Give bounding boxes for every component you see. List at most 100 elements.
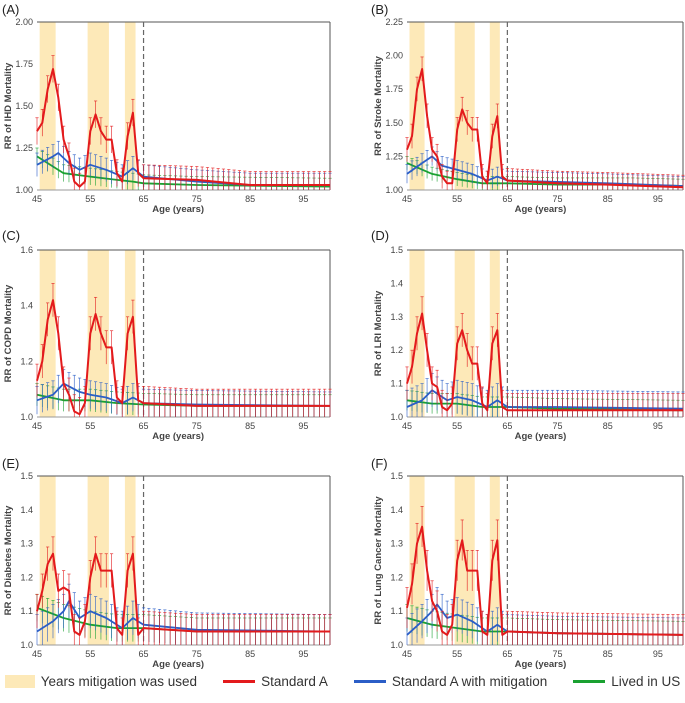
panel-label: (E) xyxy=(2,456,19,471)
x-tick-label: 65 xyxy=(502,649,512,659)
x-tick-label: 85 xyxy=(603,649,613,659)
legend-swatch-standard-a xyxy=(223,679,256,683)
x-tick-label: 95 xyxy=(298,421,308,431)
x-tick-label: 75 xyxy=(192,649,202,659)
x-tick-label: 45 xyxy=(402,194,412,204)
y-axis-title: RR of Stroke Mortality xyxy=(373,55,384,155)
series-line-standard-a xyxy=(406,68,684,189)
y-tick-label: 1.4 xyxy=(20,301,33,311)
series-line-standard-a-mitigation xyxy=(406,389,684,410)
panel-label: (C) xyxy=(2,228,20,243)
legend-label-lived-in-us: Lived in US xyxy=(611,673,681,689)
x-axis-title: Age (years) xyxy=(515,204,567,215)
legend-item-standard-a: Standard A xyxy=(223,674,328,689)
y-tick-label: 1.1 xyxy=(390,379,403,389)
y-tick-label: 1.5 xyxy=(390,245,403,255)
mitigation-band-1 xyxy=(409,22,425,190)
x-tick-label: 85 xyxy=(603,421,613,431)
chart-panel-3: (C) 1.0 1.2 1.4 1.6 45 55 65 75 85 95 Age (years) RR… xyxy=(2,228,332,442)
x-tick-label: 75 xyxy=(553,649,563,659)
y-tick-label: 1.1 xyxy=(20,606,33,616)
chart-panel-5: (E) 1.0 1.1 1.2 1.3 1.4 1.5 45 55 65 75 85 95 Age (ye… xyxy=(2,456,332,670)
x-tick-label: 95 xyxy=(653,194,663,204)
x-tick-label: 85 xyxy=(245,421,255,431)
y-tick-label: 1.5 xyxy=(390,471,403,481)
x-tick-label: 95 xyxy=(298,194,308,204)
y-tick-label: 1.5 xyxy=(20,471,33,481)
y-axis-title: RR of Diabetes Mortality xyxy=(3,505,14,616)
y-tick-label: 1.4 xyxy=(20,505,33,515)
y-tick-label: 1.75 xyxy=(15,59,33,69)
x-tick-label: 75 xyxy=(553,194,563,204)
x-tick-label: 65 xyxy=(502,194,512,204)
x-tick-label: 55 xyxy=(452,649,462,659)
mitigation-band-3 xyxy=(489,22,500,190)
legend-item-lived-in-us: Lived in US xyxy=(573,674,680,689)
y-tick-label: 1.2 xyxy=(20,572,33,582)
y-tick-label: 1.1 xyxy=(390,606,403,616)
panel-label: (B) xyxy=(371,2,388,17)
y-tick-label: 1.25 xyxy=(15,143,33,153)
x-tick-label: 65 xyxy=(139,649,149,659)
series-line-standard-a xyxy=(36,299,330,416)
mitigation-band-3 xyxy=(124,22,136,190)
panel-label: (F) xyxy=(371,456,388,471)
legend-swatch-lived-in-us xyxy=(573,679,606,683)
y-tick-label: 1.00 xyxy=(15,185,33,195)
x-tick-label: 45 xyxy=(402,421,412,431)
x-tick-label: 45 xyxy=(32,421,42,431)
series-line-standard-a xyxy=(406,525,684,636)
y-tick-label: 1.50 xyxy=(15,101,33,111)
mitigation-band-2 xyxy=(454,250,475,417)
mitigation-band-2 xyxy=(87,22,109,190)
panel-label: (D) xyxy=(371,228,389,243)
y-axis-title: RR of Lung Cancer Mortality xyxy=(373,496,384,625)
x-tick-label: 65 xyxy=(139,194,149,204)
series-line-standard-a xyxy=(406,312,683,412)
legend-item-mitigation: Years mitigation was used xyxy=(4,674,197,689)
mitigation-band-3 xyxy=(124,250,136,417)
series-line-standard-a-mitigation xyxy=(36,600,331,633)
legend-swatch-standard-a-mitigation xyxy=(353,679,386,683)
x-tick-label: 95 xyxy=(653,421,663,431)
series-line-standard-a xyxy=(36,552,330,636)
y-tick-label: 1.2 xyxy=(390,572,403,582)
y-tick-label: 1.3 xyxy=(390,539,403,549)
chart-panel-2: (B) 1.00 1.25 1.50 1.75 2.00 2.25 45 55 65 75 85 95 A… xyxy=(371,2,685,215)
x-tick-label: 55 xyxy=(85,421,95,431)
x-tick-label: 75 xyxy=(553,421,563,431)
mitigation-band-1 xyxy=(39,22,56,190)
y-tick-label: 1.3 xyxy=(390,312,403,322)
x-axis-title: Age (years) xyxy=(152,431,204,442)
y-tick-label: 1.4 xyxy=(390,505,403,515)
mitigation-band-2 xyxy=(454,22,475,190)
series-line-standard-a xyxy=(36,68,330,188)
x-tick-label: 45 xyxy=(402,649,412,659)
x-tick-label: 75 xyxy=(192,194,202,204)
y-tick-label: 1.0 xyxy=(20,640,33,650)
x-tick-label: 85 xyxy=(603,194,613,204)
chart-panel-6: (F) 1.0 1.1 1.2 1.3 1.4 1.5 45 55 65 75 85 95 Age (ye… xyxy=(371,456,685,670)
legend-label-standard-a: Standard A xyxy=(261,673,328,689)
y-tick-label: 1.75 xyxy=(385,84,403,94)
x-axis-title: Age (years) xyxy=(515,431,567,442)
x-tick-label: 45 xyxy=(32,649,42,659)
x-tick-label: 95 xyxy=(298,649,308,659)
mitigation-band-3 xyxy=(489,250,500,417)
mitigation-band-3 xyxy=(489,476,500,645)
y-tick-label: 1.0 xyxy=(390,412,403,422)
y-axis-title: RR of COPD Mortality xyxy=(3,284,14,382)
x-tick-label: 65 xyxy=(502,421,512,431)
y-tick-label: 2.00 xyxy=(385,51,403,61)
y-tick-label: 1.6 xyxy=(20,245,33,255)
y-tick-label: 1.3 xyxy=(20,539,33,549)
y-tick-label: 1.0 xyxy=(20,412,33,422)
y-tick-label: 1.4 xyxy=(390,278,403,288)
x-tick-label: 75 xyxy=(192,421,202,431)
series-line-lived-in-us xyxy=(36,155,331,188)
y-tick-label: 1.2 xyxy=(390,345,403,355)
panel-label: (A) xyxy=(2,2,19,17)
chart-panel-1: (A) 1.00 1.25 1.50 1.75 2.00 45 55 65 75 85 95 Age (… xyxy=(2,2,332,215)
x-tick-label: 55 xyxy=(85,194,95,204)
